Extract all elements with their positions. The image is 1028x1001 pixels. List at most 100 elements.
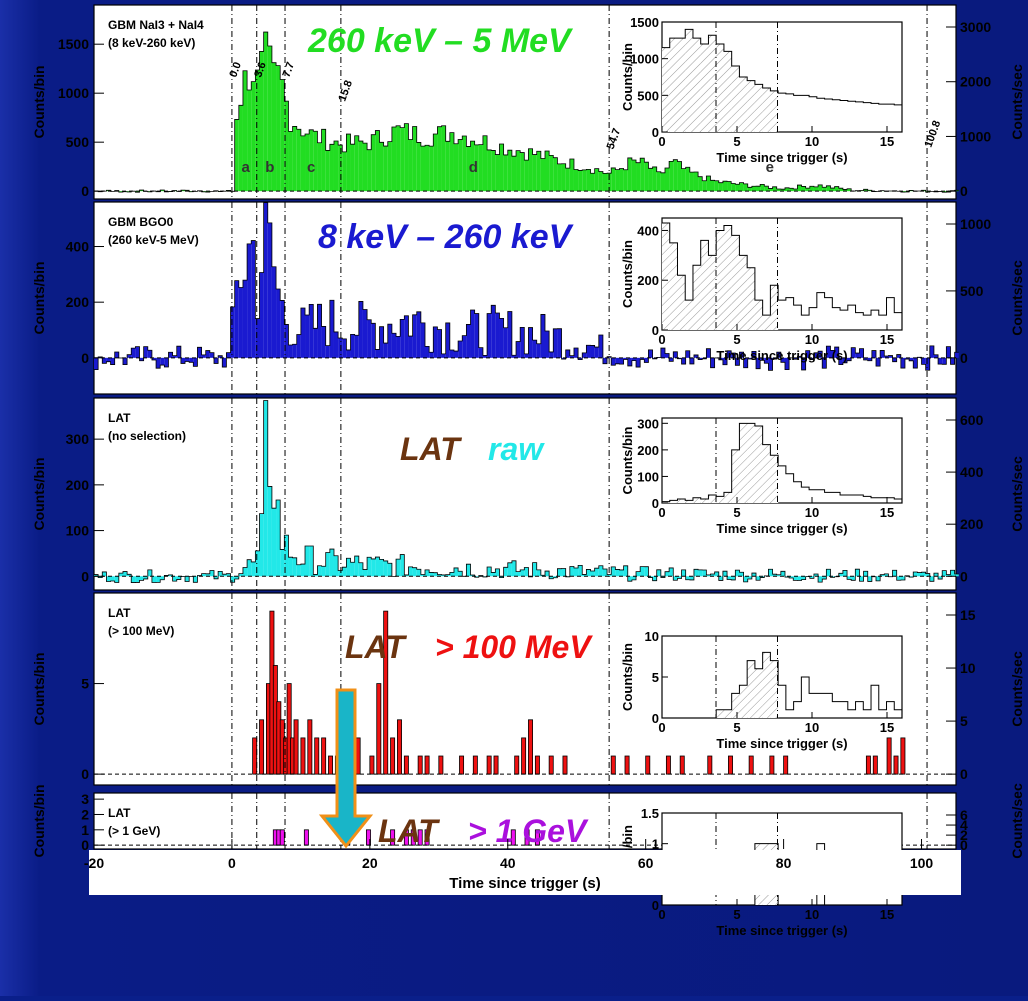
data-bar <box>185 358 189 362</box>
overlay-title-suffix: > 1 GeV <box>468 813 589 849</box>
data-bar <box>677 161 681 191</box>
data-bar <box>690 172 694 191</box>
data-bar <box>235 119 239 191</box>
data-bar <box>826 569 830 576</box>
data-bar <box>322 129 326 191</box>
data-bar <box>495 313 499 358</box>
data-bar <box>913 572 917 576</box>
data-bar <box>446 323 450 358</box>
data-bar <box>557 569 561 577</box>
inset-y-tick-label: 5 <box>652 670 659 685</box>
data-bar <box>752 186 756 191</box>
right-axis-label: Counts/sec <box>1009 651 1025 727</box>
data-bar <box>417 142 421 191</box>
right-axis-label: Counts/sec <box>1009 456 1025 532</box>
data-bar <box>810 186 814 191</box>
inset-x-tick-label: 0 <box>658 720 665 735</box>
inset-bar <box>693 38 701 132</box>
data-bar <box>566 350 570 358</box>
data-bar <box>123 358 127 365</box>
data-bar <box>359 563 363 577</box>
data-bar <box>305 315 309 358</box>
data-bar <box>826 186 830 191</box>
data-bar <box>591 173 595 191</box>
data-bar <box>694 172 698 191</box>
data-bar <box>893 570 897 576</box>
data-bar <box>586 345 590 358</box>
data-bar <box>330 144 334 191</box>
data-bar <box>603 173 607 191</box>
data-bar <box>599 566 603 577</box>
data-bar <box>148 570 152 576</box>
data-bar <box>495 155 499 192</box>
data-bar <box>210 353 214 358</box>
y-axis-label: Counts/bin <box>31 652 47 725</box>
data-bar <box>632 576 636 580</box>
y-tick-label: 1500 <box>58 36 89 52</box>
data-bar <box>309 304 313 357</box>
data-bar <box>586 169 590 191</box>
data-bar <box>355 335 359 358</box>
data-bar <box>351 334 355 357</box>
inset-frame <box>662 636 902 718</box>
data-bar <box>462 136 466 191</box>
inset-y-tick-label: 100 <box>637 469 659 484</box>
data-bar <box>557 329 561 358</box>
data-bar <box>508 311 512 357</box>
data-bar <box>264 203 268 358</box>
data-bar <box>293 344 297 358</box>
data-bar <box>437 127 441 191</box>
data-bar <box>433 327 437 358</box>
data-bar <box>728 756 732 774</box>
inset-bar <box>716 710 724 718</box>
inset-bar <box>724 225 732 330</box>
data-bar <box>682 169 686 192</box>
data-bar <box>135 347 139 358</box>
data-bar <box>429 146 433 191</box>
data-bar <box>930 576 934 581</box>
inset-y-axis-label: Counts/bin <box>620 43 635 111</box>
data-bar <box>115 352 119 358</box>
data-bar <box>706 349 710 358</box>
data-bar <box>880 350 884 357</box>
data-bar <box>437 330 441 358</box>
data-bar <box>533 563 537 577</box>
data-bar <box>657 172 661 191</box>
inset-bar <box>747 661 755 718</box>
data-bar <box>508 563 512 576</box>
data-bar <box>611 756 615 774</box>
data-bar <box>653 167 657 191</box>
y-tick-label: 0 <box>81 183 89 199</box>
data-bar <box>922 572 926 576</box>
data-bar <box>315 738 319 774</box>
data-bar <box>686 167 690 191</box>
data-bar <box>768 569 772 576</box>
data-bar <box>247 244 251 358</box>
data-bar <box>520 327 524 357</box>
data-bar <box>640 158 644 191</box>
inset-bar <box>755 300 763 330</box>
right-tick-label: 2000 <box>960 74 991 90</box>
data-bar <box>487 150 491 191</box>
data-bar <box>686 576 690 579</box>
data-bar <box>288 131 292 191</box>
y-tick-label: 0 <box>81 350 89 366</box>
inset-bar <box>701 499 709 503</box>
data-bar <box>566 168 570 191</box>
data-bar <box>404 124 408 192</box>
data-bar <box>408 139 412 191</box>
y-axis-label: Counts/bin <box>31 261 47 334</box>
data-bar <box>516 151 520 192</box>
data-bar <box>938 358 942 364</box>
inset-bar <box>770 91 778 132</box>
data-bar <box>665 168 669 191</box>
data-bar <box>851 348 855 358</box>
data-bar <box>876 576 880 581</box>
data-bar <box>702 181 706 191</box>
data-bar <box>473 756 477 774</box>
data-bar <box>508 150 512 191</box>
data-bar <box>417 569 421 576</box>
data-bar <box>351 562 355 576</box>
data-bar <box>255 319 259 358</box>
data-bar <box>748 187 752 191</box>
